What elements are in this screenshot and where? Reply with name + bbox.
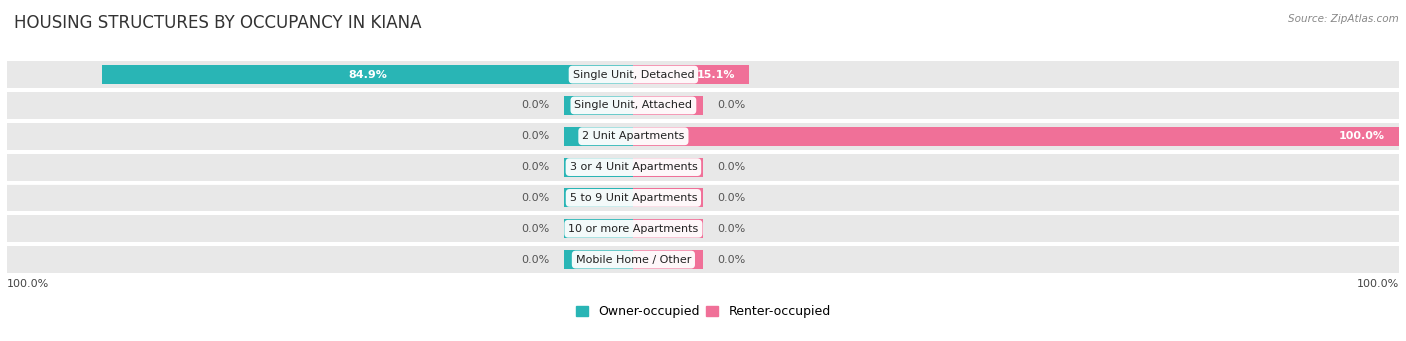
Bar [633, 96, 703, 115]
Text: 0.0%: 0.0% [717, 162, 745, 172]
Bar [633, 219, 703, 238]
Bar [633, 250, 703, 269]
Text: 0.0%: 0.0% [522, 224, 550, 234]
Text: 0.0%: 0.0% [522, 101, 550, 110]
Bar [633, 158, 703, 177]
Text: Single Unit, Detached: Single Unit, Detached [572, 70, 695, 79]
Bar [564, 219, 633, 238]
Text: Source: ZipAtlas.com: Source: ZipAtlas.com [1288, 14, 1399, 24]
Text: 15.1%: 15.1% [696, 70, 735, 79]
Text: 100.0%: 100.0% [1339, 131, 1385, 141]
Bar [7, 246, 1399, 273]
Text: Mobile Home / Other: Mobile Home / Other [575, 255, 692, 265]
Text: 100.0%: 100.0% [1357, 279, 1399, 289]
Text: 2 Unit Apartments: 2 Unit Apartments [582, 131, 685, 141]
Text: 5 to 9 Unit Apartments: 5 to 9 Unit Apartments [569, 193, 697, 203]
Text: 100.0%: 100.0% [7, 279, 49, 289]
Text: 10 or more Apartments: 10 or more Apartments [568, 224, 699, 234]
Legend: Owner-occupied, Renter-occupied: Owner-occupied, Renter-occupied [571, 300, 835, 323]
Bar [633, 127, 1399, 146]
Bar [564, 250, 633, 269]
Text: 3 or 4 Unit Apartments: 3 or 4 Unit Apartments [569, 162, 697, 172]
Bar [564, 158, 633, 177]
Text: 0.0%: 0.0% [522, 193, 550, 203]
Bar [7, 61, 1399, 88]
Bar [7, 184, 1399, 211]
Bar [564, 96, 633, 115]
Text: 0.0%: 0.0% [717, 193, 745, 203]
Text: Single Unit, Attached: Single Unit, Attached [575, 101, 692, 110]
Bar [7, 215, 1399, 242]
Bar [7, 92, 1399, 119]
Text: 0.0%: 0.0% [522, 255, 550, 265]
Text: 0.0%: 0.0% [522, 162, 550, 172]
Text: 0.0%: 0.0% [717, 255, 745, 265]
Text: 0.0%: 0.0% [717, 224, 745, 234]
Text: HOUSING STRUCTURES BY OCCUPANCY IN KIANA: HOUSING STRUCTURES BY OCCUPANCY IN KIANA [14, 14, 422, 32]
Bar [101, 65, 633, 84]
Bar [564, 188, 633, 207]
Bar [7, 123, 1399, 150]
Text: 84.9%: 84.9% [349, 70, 387, 79]
Text: 0.0%: 0.0% [717, 101, 745, 110]
Text: 0.0%: 0.0% [522, 131, 550, 141]
Bar [633, 65, 749, 84]
Bar [564, 127, 633, 146]
Bar [7, 153, 1399, 181]
Bar [633, 188, 703, 207]
